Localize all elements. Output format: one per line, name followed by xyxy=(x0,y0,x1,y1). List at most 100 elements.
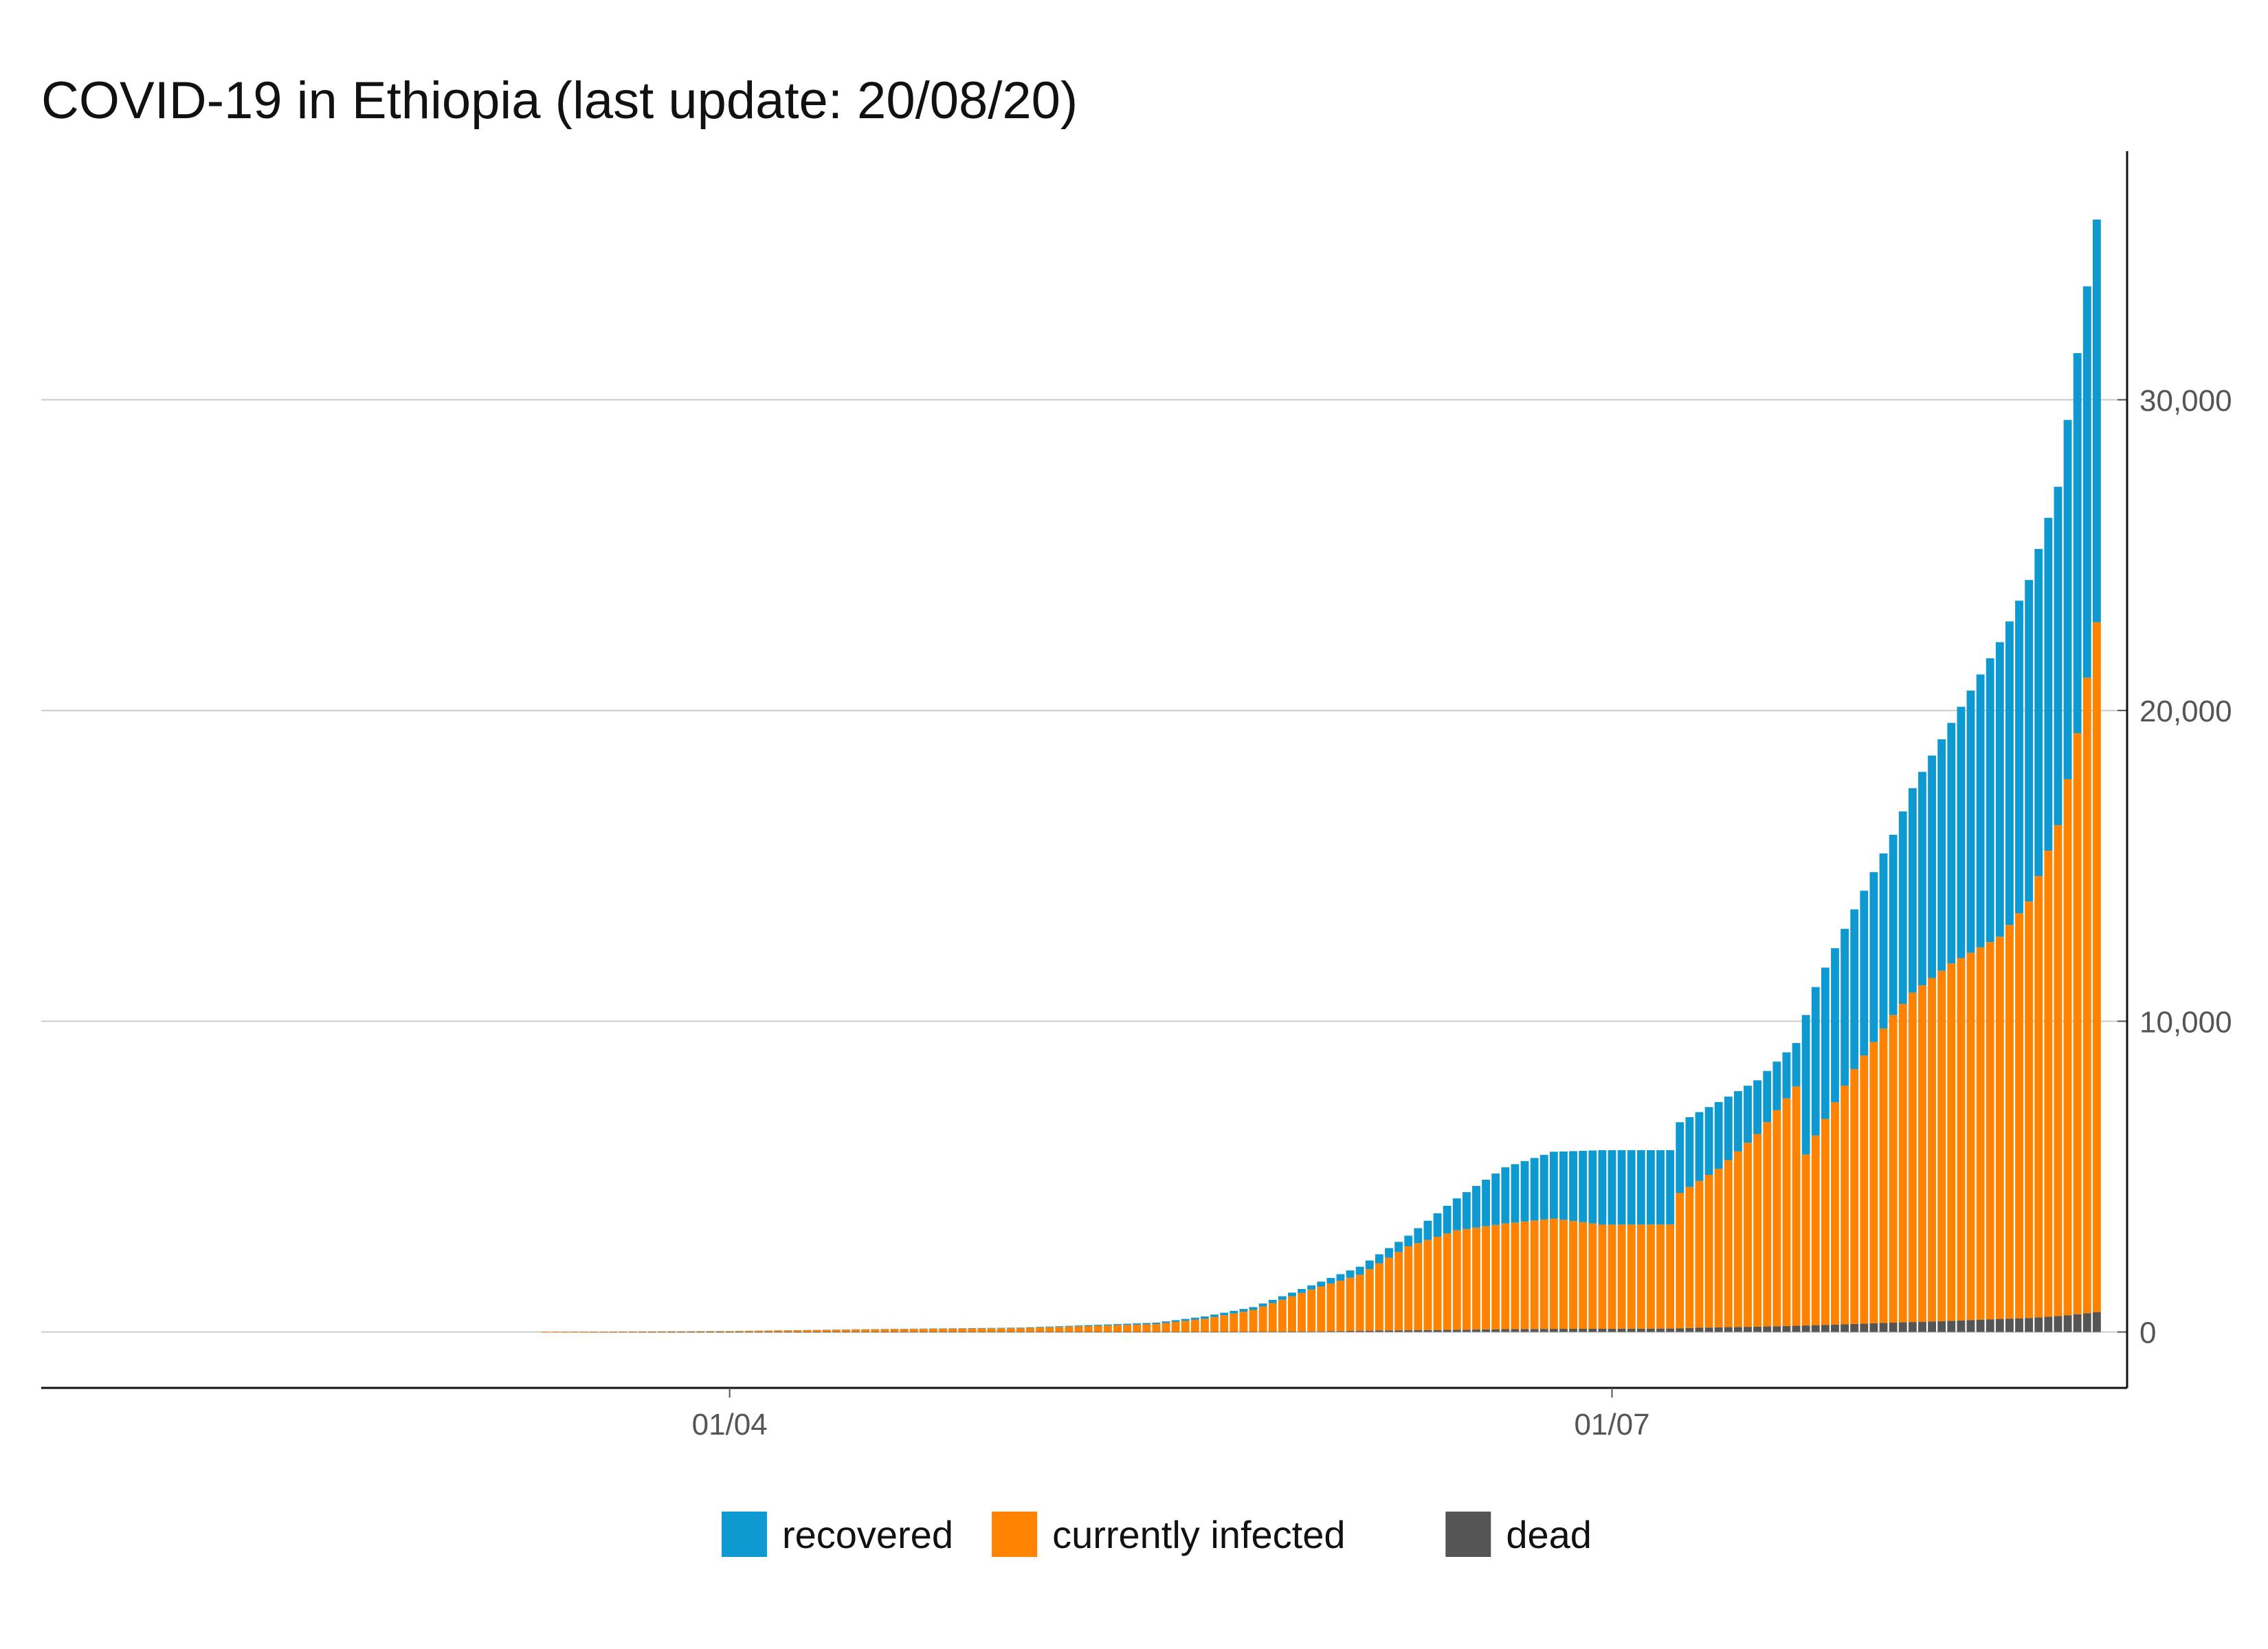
bar-currently-infected xyxy=(2025,901,2034,1319)
bar-dead xyxy=(1511,1329,1520,1332)
bar-currently-infected xyxy=(1462,1229,1471,1330)
bar-recovered xyxy=(1744,1086,1752,1143)
bar-recovered xyxy=(1230,1310,1238,1314)
bar-recovered xyxy=(1171,1320,1180,1322)
bar-dead xyxy=(1850,1323,1859,1332)
bar-recovered xyxy=(1569,1151,1577,1222)
bar-recovered xyxy=(1918,772,1926,986)
legend-label: recovered xyxy=(782,1513,953,1556)
bar-recovered xyxy=(1559,1151,1568,1220)
bar-currently-infected xyxy=(1472,1227,1480,1330)
bar-recovered xyxy=(1724,1097,1733,1160)
bar-currently-infected xyxy=(997,1328,1005,1332)
bar-recovered xyxy=(1666,1150,1675,1225)
bar-currently-infected xyxy=(1045,1327,1054,1332)
bar-recovered xyxy=(1423,1220,1432,1240)
bar-dead xyxy=(1365,1330,1374,1332)
bar-recovered xyxy=(1394,1242,1403,1253)
bar-recovered xyxy=(1181,1319,1190,1321)
bar-dead xyxy=(2044,1316,2053,1332)
bar-recovered xyxy=(1249,1307,1258,1310)
bar-recovered xyxy=(1704,1107,1713,1175)
bar-currently-infected xyxy=(977,1328,986,1332)
bar-dead xyxy=(1394,1330,1403,1332)
bar-currently-infected xyxy=(1598,1224,1607,1329)
bar-dead xyxy=(2025,1318,2034,1332)
bar-currently-infected xyxy=(1947,963,1956,1321)
bar-dead xyxy=(715,1332,724,1333)
bar-currently-infected xyxy=(948,1328,957,1332)
y-tick-label: 10,000 xyxy=(2139,1005,2232,1039)
bar-recovered xyxy=(1084,1325,1093,1326)
bar-currently-infected xyxy=(2063,779,2072,1316)
bars xyxy=(541,219,2101,1333)
bar-currently-infected xyxy=(1549,1218,1558,1330)
bar-currently-infected xyxy=(1501,1223,1510,1330)
bar-currently-infected xyxy=(1404,1246,1413,1331)
bar-dead xyxy=(1966,1320,1975,1332)
bar-recovered xyxy=(1065,1325,1074,1327)
bar-currently-infected xyxy=(1074,1326,1083,1332)
bar-currently-infected xyxy=(1869,1042,1878,1323)
bar-currently-infected xyxy=(1133,1324,1142,1332)
bar-recovered xyxy=(1898,811,1907,1005)
bar-recovered xyxy=(1850,909,1859,1069)
bar-recovered xyxy=(1811,987,1820,1136)
bar-recovered xyxy=(1617,1150,1626,1225)
bar-dead xyxy=(1782,1325,1791,1332)
bar-currently-infected xyxy=(1753,1134,1762,1327)
bar-currently-infected xyxy=(1763,1122,1772,1327)
bar-recovered xyxy=(968,1327,977,1329)
bar-currently-infected xyxy=(1093,1325,1102,1332)
bar-recovered xyxy=(1433,1213,1442,1237)
bar-currently-infected xyxy=(744,1331,753,1332)
bar-recovered xyxy=(1074,1325,1083,1327)
y-tick-label: 30,000 xyxy=(2139,384,2232,418)
bar-currently-infected xyxy=(1288,1296,1296,1332)
bar-recovered xyxy=(1491,1173,1500,1225)
bar-currently-infected xyxy=(1860,1055,1869,1324)
bar-recovered xyxy=(1055,1326,1064,1327)
bar-dead xyxy=(1908,1322,1917,1332)
bar-dead xyxy=(1685,1327,1694,1332)
bar-currently-infected xyxy=(1433,1237,1442,1330)
bar-dead xyxy=(1549,1329,1558,1332)
bar-dead xyxy=(609,1332,618,1333)
bar-recovered xyxy=(1714,1101,1723,1169)
bar-currently-infected xyxy=(890,1329,899,1332)
bar-dead xyxy=(1598,1328,1607,1332)
bar-dead xyxy=(706,1332,715,1333)
bar-currently-infected xyxy=(1792,1086,1801,1326)
bar-currently-infected xyxy=(1258,1306,1267,1332)
bar-dead xyxy=(619,1332,627,1333)
bar-currently-infected xyxy=(1957,958,1966,1321)
bar-recovered xyxy=(1142,1323,1151,1325)
bar-dead xyxy=(1346,1331,1355,1332)
bar-currently-infected xyxy=(1394,1252,1403,1331)
bar-dead xyxy=(1491,1329,1500,1332)
bar-currently-infected xyxy=(1268,1303,1277,1332)
bar-currently-infected xyxy=(939,1328,947,1332)
bar-recovered xyxy=(1792,1042,1801,1087)
bar-currently-infected xyxy=(871,1329,880,1332)
bar-dead xyxy=(1375,1330,1383,1332)
bar-dead xyxy=(696,1332,705,1333)
bar-recovered xyxy=(1123,1323,1132,1325)
bar-dead xyxy=(2092,1312,2101,1332)
bar-currently-infected xyxy=(1016,1327,1025,1332)
bar-currently-infected xyxy=(725,1331,734,1332)
bar-currently-infected xyxy=(1452,1230,1461,1330)
bar-currently-infected xyxy=(1850,1068,1859,1324)
bar-currently-infected xyxy=(1375,1263,1383,1331)
bar-currently-infected xyxy=(1220,1315,1229,1332)
bar-currently-infected xyxy=(842,1330,850,1332)
bar-recovered xyxy=(2015,601,2023,914)
bar-dead xyxy=(1995,1319,2004,1332)
bar-recovered xyxy=(1385,1248,1393,1258)
bar-dead xyxy=(667,1332,676,1333)
bar-currently-infected xyxy=(929,1329,937,1332)
bar-currently-infected xyxy=(1190,1319,1199,1332)
bar-recovered xyxy=(1733,1091,1742,1152)
bar-dead xyxy=(735,1332,744,1333)
bar-recovered xyxy=(1976,674,1985,947)
